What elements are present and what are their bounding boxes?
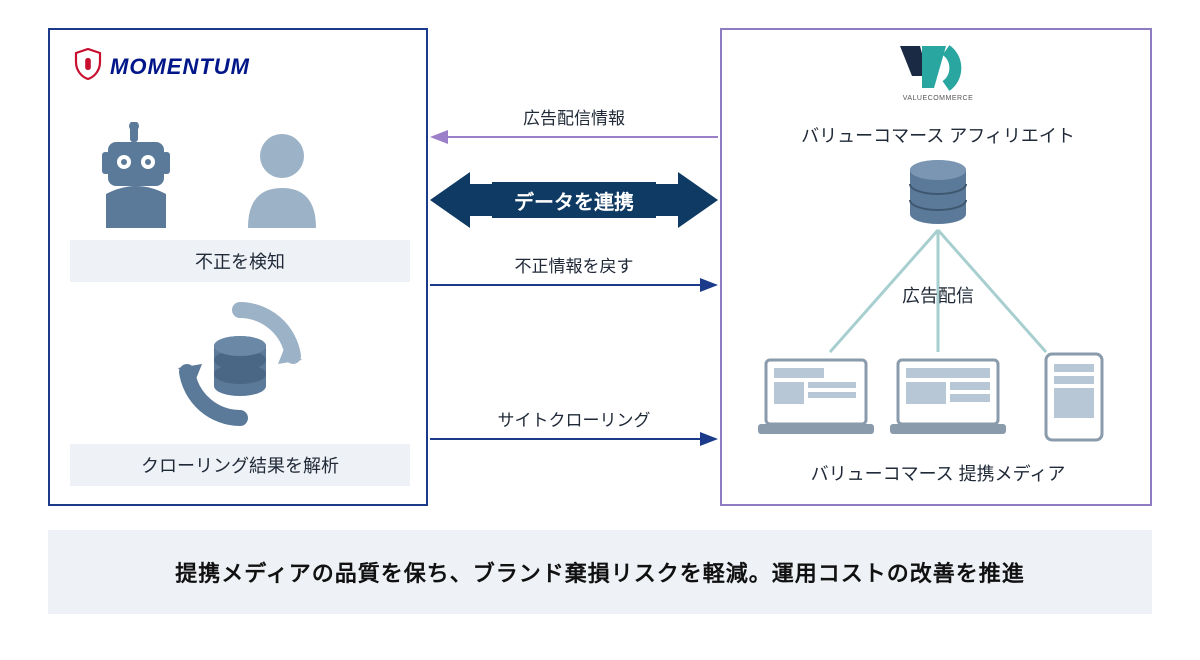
detect-label: 不正を検知 <box>70 240 410 282</box>
diagram-canvas: MOMENTUM <box>0 0 1200 660</box>
crawl-label: クローリング結果を解析 <box>70 444 410 486</box>
robot-icon <box>102 122 170 228</box>
momentum-brand: MOMENTUM <box>74 48 250 85</box>
summary-text: 提携メディアの品質を保ち、ブランド棄損リスクを軽減。運用コストの改善を推進 <box>175 556 1024 588</box>
media-label: バリューコマース 提携メディア <box>722 460 1154 486</box>
momentum-wordmark: MOMENTUM <box>110 54 250 80</box>
affiliate-label: バリューコマース アフィリエイト <box>722 122 1154 148</box>
database-icon <box>906 160 970 235</box>
fraud-icons <box>102 122 378 237</box>
summary-banner: 提携メディアの品質を保ち、ブランド棄損リスクを軽減。運用コストの改善を推進 <box>48 530 1152 614</box>
laptop-icon <box>758 360 874 434</box>
svg-text:VALUECOMMERCE: VALUECOMMERCE <box>903 95 974 102</box>
ad-info-label: 広告配信情報 <box>430 104 718 129</box>
site-crawl-label: サイトクローリング <box>430 406 718 431</box>
data-link-pill: データを連携 <box>492 182 656 218</box>
crawl-analyze-icon <box>178 302 302 431</box>
valuecommerce-panel: VALUECOMMERCE バリューコマース アフィリエイト 広告配信 <box>720 28 1152 506</box>
return-fraud-label: 不正情報を戻す <box>430 252 718 277</box>
distribute-label: 広告配信 <box>722 282 1154 308</box>
arrow-ad-info <box>430 128 718 146</box>
momentum-panel: MOMENTUM <box>48 28 428 506</box>
laptop-icon <box>890 360 1006 434</box>
valuecommerce-logo: VALUECOMMERCE <box>898 44 978 107</box>
person-icon <box>248 134 316 228</box>
shield-icon <box>74 48 102 85</box>
devices-row <box>758 352 1118 453</box>
arrow-site-crawl <box>430 430 718 448</box>
phone-icon <box>1046 354 1102 440</box>
arrow-return-fraud <box>430 276 718 294</box>
